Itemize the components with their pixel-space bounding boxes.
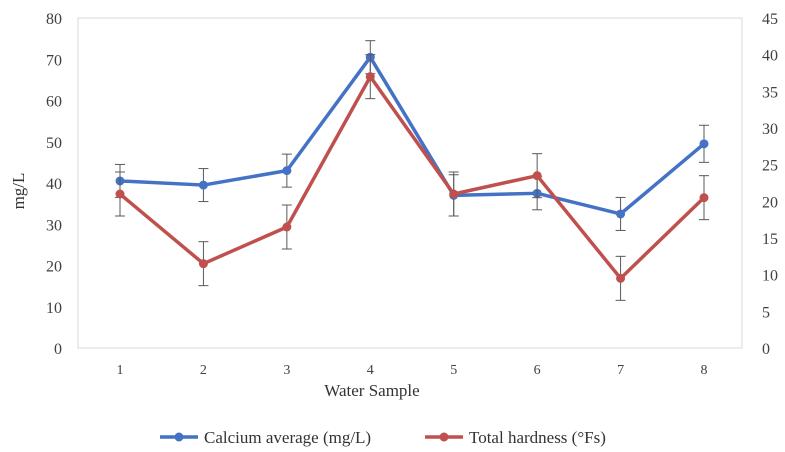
x-tick-label: 6 xyxy=(534,363,541,378)
x-tick-label: 7 xyxy=(617,363,624,378)
legend-label: Calcium average (mg/L) xyxy=(204,428,371,447)
right-tick-label: 35 xyxy=(762,84,778,101)
x-tick-label: 1 xyxy=(117,363,124,378)
data-point xyxy=(616,209,626,219)
left-tick-label: 60 xyxy=(46,94,62,111)
data-point xyxy=(282,222,292,232)
legend-marker xyxy=(174,432,184,442)
right-tick-label: 40 xyxy=(762,48,778,65)
series-line xyxy=(118,74,706,281)
series-2 xyxy=(115,54,709,301)
left-tick-label: 0 xyxy=(54,341,62,358)
data-point xyxy=(365,72,375,82)
data-point xyxy=(115,189,125,199)
x-axis-title: Water Sample xyxy=(324,381,419,400)
right-tick-label: 20 xyxy=(762,194,778,211)
x-tick-label: 2 xyxy=(200,363,207,378)
right-tick-label: 30 xyxy=(762,121,778,138)
left-tick-label: 70 xyxy=(46,52,62,69)
series-layer xyxy=(115,40,709,301)
left-tick-label: 20 xyxy=(46,259,62,276)
data-point xyxy=(198,259,208,269)
right-tick-label: 0 xyxy=(762,341,770,358)
right-axis-ticks: 0 5 10 15 20 25 30 35 40 45 xyxy=(762,11,778,358)
data-point xyxy=(699,193,709,203)
left-tick-label: 10 xyxy=(46,300,62,317)
data-point xyxy=(449,189,459,199)
y-axis-title: mg/L xyxy=(9,173,28,210)
legend-label: Total hardness (°Fs) xyxy=(469,428,606,447)
right-tick-label: 10 xyxy=(762,268,778,285)
x-tick-label: 3 xyxy=(283,363,290,378)
x-axis-ticks: 1 2 3 4 5 6 7 8 xyxy=(117,363,708,378)
left-tick-label: 40 xyxy=(46,176,62,193)
data-point xyxy=(198,180,208,190)
left-tick-label: 80 xyxy=(46,11,62,28)
data-point xyxy=(616,273,626,283)
legend-marker xyxy=(439,432,449,442)
x-tick-label: 4 xyxy=(367,363,374,378)
right-tick-label: 45 xyxy=(762,11,778,28)
left-axis-ticks: 0 10 20 30 40 50 60 70 80 xyxy=(46,11,62,358)
data-point xyxy=(282,166,292,176)
data-point xyxy=(699,139,709,149)
left-tick-label: 50 xyxy=(46,135,62,152)
x-tick-label: 8 xyxy=(701,363,708,378)
right-tick-label: 5 xyxy=(762,304,770,321)
left-tick-label: 30 xyxy=(46,217,62,234)
plot-area-border xyxy=(77,17,743,349)
right-tick-label: 25 xyxy=(762,158,778,175)
x-tick-label: 5 xyxy=(450,363,457,378)
right-tick-label: 15 xyxy=(762,231,778,248)
series-line xyxy=(119,55,706,216)
data-point xyxy=(532,171,542,181)
legend: Calcium average (mg/L) Total hardness (°F… xyxy=(160,428,606,447)
